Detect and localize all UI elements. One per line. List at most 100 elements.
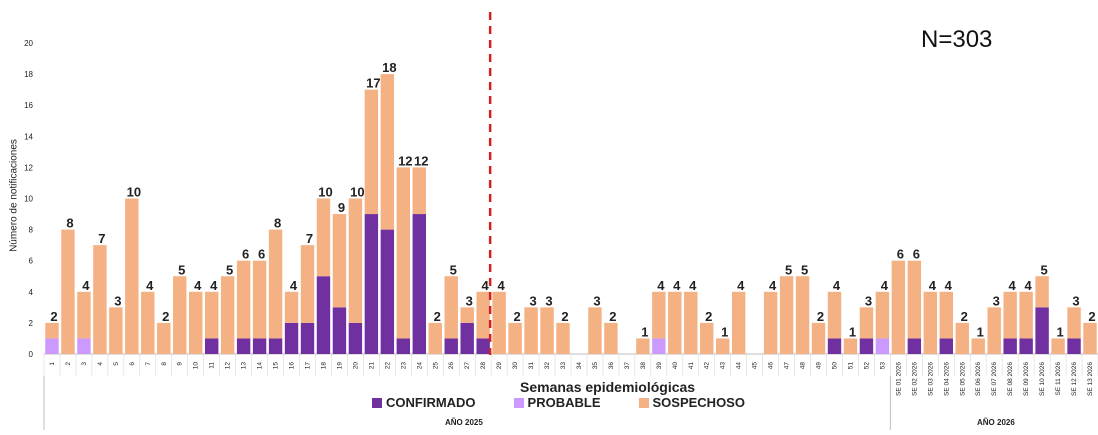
y-tick-label: 2 — [29, 319, 34, 328]
x-tick-label: 52 — [863, 362, 870, 370]
bar-segment-sospechoso — [1083, 322, 1097, 354]
bar-segment-sospechoso — [556, 322, 570, 354]
bar-segment-sospechoso — [540, 307, 554, 354]
x-tick-label: 42 — [704, 362, 711, 370]
bar-segment-sospechoso — [189, 291, 203, 354]
x-tick-label: SE 05 2026 — [959, 362, 966, 396]
bar-segment-sospechoso — [891, 260, 906, 354]
data-label: 2 — [817, 309, 824, 324]
bar-segment-sospechoso — [316, 198, 331, 277]
legend-item-probable: PROBABLE — [513, 395, 601, 410]
bar-segment-sospechoso — [987, 307, 1001, 354]
data-label: 2 — [50, 309, 57, 324]
bar-segment-sospechoso — [779, 276, 794, 354]
data-label: 4 — [657, 278, 665, 293]
x-tick-label: 2 — [65, 362, 72, 366]
x-axis-title: Semanas epidemiológicas — [520, 379, 696, 395]
bar-segment-sospechoso — [61, 229, 75, 354]
bar-segment-sospechoso — [476, 291, 490, 339]
data-label: 5 — [226, 262, 233, 277]
bar-segment-confirmado — [412, 214, 426, 354]
y-tick-label: 6 — [29, 257, 34, 266]
x-tick-label: 7 — [145, 362, 152, 366]
data-label: 4 — [290, 278, 298, 293]
bar-segment-confirmado — [939, 338, 953, 354]
data-label: 2 — [705, 309, 712, 324]
bar-segment-confirmado — [364, 214, 379, 354]
data-label: 3 — [545, 293, 552, 308]
x-tick-label: 15 — [273, 362, 280, 370]
data-label: 4 — [1009, 278, 1017, 293]
bar-segment-sospechoso — [907, 260, 922, 339]
bar-segment-sospechoso — [412, 167, 426, 215]
bar-segment-confirmado — [348, 322, 363, 354]
bar-segment-probable — [875, 338, 890, 354]
bar-segment-sospechoso — [284, 291, 299, 323]
bar-segment-sospechoso — [77, 291, 91, 339]
bar-segment-sospechoso — [236, 260, 251, 339]
data-label: 4 — [945, 278, 953, 293]
x-tick-label: 25 — [432, 362, 439, 370]
legend-label-confirmado: CONFIRMADO — [386, 395, 476, 410]
data-label: 4 — [689, 278, 697, 293]
bar-segment-sospechoso — [1067, 307, 1081, 339]
x-tick-label: 41 — [688, 362, 695, 370]
bar-segment-sospechoso — [923, 291, 938, 354]
data-label: 4 — [210, 278, 218, 293]
y-tick-label: 16 — [24, 101, 33, 110]
data-label: 3 — [1072, 293, 1079, 308]
bar-segment-confirmado — [1019, 338, 1033, 354]
bar-segment-sospechoso — [811, 322, 826, 354]
data-label: 2 — [513, 309, 520, 324]
bar-segment-sospechoso — [157, 322, 171, 354]
group-label-2025: AÑO 2025 — [445, 418, 483, 427]
bar-segment-sospechoso — [125, 198, 139, 354]
data-label: 2 — [561, 309, 568, 324]
x-tick-label: 35 — [592, 362, 599, 370]
bar-segment-sospechoso — [684, 291, 698, 354]
legend: CONFIRMADO PROBABLE SOSPECHOSO — [372, 395, 745, 410]
legend-swatch-sospechoso — [638, 397, 649, 408]
x-tick-label: 29 — [496, 362, 503, 370]
bar-segment-confirmado — [1003, 338, 1017, 354]
x-tick-label: 23 — [400, 362, 407, 370]
bar-segment-sospechoso — [1003, 291, 1017, 339]
bar-segment-sospechoso — [763, 291, 778, 354]
data-label: 3 — [466, 293, 473, 308]
x-tick-label: 50 — [832, 362, 839, 370]
bar-segment-sospechoso — [300, 245, 315, 323]
x-tick-label: 16 — [289, 362, 296, 370]
data-label: 8 — [66, 216, 73, 231]
x-tick-label: 49 — [816, 362, 823, 370]
x-tick-label: 39 — [656, 362, 663, 370]
bar-segment-confirmado — [827, 338, 842, 354]
bar-segment-sospechoso — [396, 167, 411, 339]
bar-segment-confirmado — [300, 322, 315, 354]
x-tick-label: 36 — [608, 362, 615, 370]
x-tick-label: 30 — [512, 362, 519, 370]
bar-segment-confirmado — [380, 229, 395, 354]
data-label: 2 — [162, 309, 169, 324]
data-label: 18 — [382, 60, 396, 75]
bar-segment-sospechoso — [971, 338, 985, 354]
x-tick-label: 27 — [464, 362, 471, 370]
bar-segment-sospechoso — [700, 322, 714, 354]
x-tick-label: 19 — [336, 362, 343, 370]
x-tick-label: 37 — [624, 362, 631, 370]
legend-swatch-probable — [513, 397, 524, 408]
bar-segment-sospechoso — [109, 307, 123, 354]
x-tick-label: 53 — [879, 362, 886, 370]
bar-segment-sospechoso — [636, 338, 650, 354]
data-label: 3 — [865, 293, 872, 308]
bar-segment-confirmado — [252, 338, 267, 354]
legend-label-sospechoso: SOSPECHOSO — [652, 395, 745, 410]
bar-segment-sospechoso — [795, 276, 810, 354]
data-label: 3 — [529, 293, 536, 308]
data-label: 5 — [801, 262, 808, 277]
x-tick-label: 8 — [161, 362, 168, 366]
legend-swatch-confirmado — [372, 397, 382, 408]
data-label: 1 — [641, 324, 648, 339]
data-label: 6 — [897, 247, 904, 262]
